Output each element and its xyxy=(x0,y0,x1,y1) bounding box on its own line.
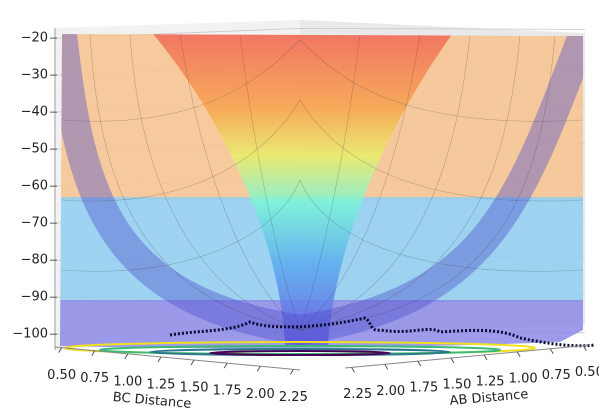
surface xyxy=(60,34,583,349)
x-tick-label: 1.50 xyxy=(180,381,209,396)
y-tick-label: 2.25 xyxy=(343,387,372,402)
x-tick xyxy=(256,366,261,372)
y-tick-label: 1.00 xyxy=(509,371,538,386)
x-tick xyxy=(58,347,63,353)
x-tick-label: 0.50 xyxy=(47,368,76,383)
y-tick xyxy=(549,348,554,354)
x-tick-label: 1.25 xyxy=(146,377,175,392)
y-axis-label: AB Distance xyxy=(449,387,529,409)
x-tick xyxy=(91,350,96,356)
y-tick xyxy=(417,360,422,367)
z-tick-label: −70 xyxy=(21,216,48,231)
mesh-line xyxy=(299,34,471,331)
z-tick-label: −30 xyxy=(21,68,48,83)
y-tick-label: 0.50 xyxy=(575,365,599,380)
y-tick-label: 2.00 xyxy=(376,384,405,399)
mesh xyxy=(61,34,583,331)
x-tick-label: 2.00 xyxy=(246,387,275,402)
mesh-line xyxy=(299,34,556,331)
z-tick-label: −40 xyxy=(21,105,48,120)
axes: −20 −30 −40 −50 −60 −70 −80 −90 −100 0.50 0.75 1.00… xyxy=(12,28,599,405)
z-tick-label: −20 xyxy=(21,31,48,46)
z-tick-label: −50 xyxy=(21,142,48,157)
x-tick xyxy=(124,353,129,360)
z-tick-label: −60 xyxy=(21,179,48,194)
mesh-line xyxy=(89,34,301,331)
y-axis-line xyxy=(344,344,591,369)
y-tick xyxy=(450,357,455,364)
y-tick xyxy=(516,351,521,358)
y-tick xyxy=(483,354,488,361)
x-axis-line xyxy=(54,346,301,371)
y-tick xyxy=(351,367,356,373)
y-tick xyxy=(582,345,587,351)
mesh-line xyxy=(61,99,583,202)
mesh-line xyxy=(61,39,583,122)
mesh-line xyxy=(129,34,301,331)
x-tick xyxy=(190,359,195,366)
x-tick xyxy=(157,356,162,363)
z-tick-label: −90 xyxy=(21,290,48,305)
x-axis-label: BC Distance xyxy=(112,390,192,412)
y-tick-label: 1.50 xyxy=(442,378,471,393)
x-tick-label: 2.25 xyxy=(279,390,308,405)
mesh-line xyxy=(239,34,301,331)
mesh-line xyxy=(299,34,521,331)
x-tick-label: 1.00 xyxy=(113,374,142,389)
y-tick-label: 0.75 xyxy=(542,368,571,383)
mesh-line xyxy=(61,179,583,272)
x-tick xyxy=(223,362,228,369)
trajectory xyxy=(169,316,596,348)
x-tick-label: 1.75 xyxy=(213,384,242,399)
mesh-line xyxy=(179,34,301,331)
surface-center xyxy=(150,34,455,345)
contour xyxy=(209,350,391,356)
y-tick-label: 1.75 xyxy=(409,381,438,396)
z-tick-label: −100 xyxy=(12,327,48,342)
z-tick-label: −80 xyxy=(21,253,48,268)
mesh-line xyxy=(299,34,361,331)
surface-valley xyxy=(60,34,583,346)
contours xyxy=(64,316,596,356)
mesh-line xyxy=(299,34,421,331)
x-tick xyxy=(289,369,294,375)
y-tick xyxy=(384,364,389,370)
y-tick-label: 1.25 xyxy=(476,374,505,389)
x-tick-label: 0.75 xyxy=(80,371,109,386)
